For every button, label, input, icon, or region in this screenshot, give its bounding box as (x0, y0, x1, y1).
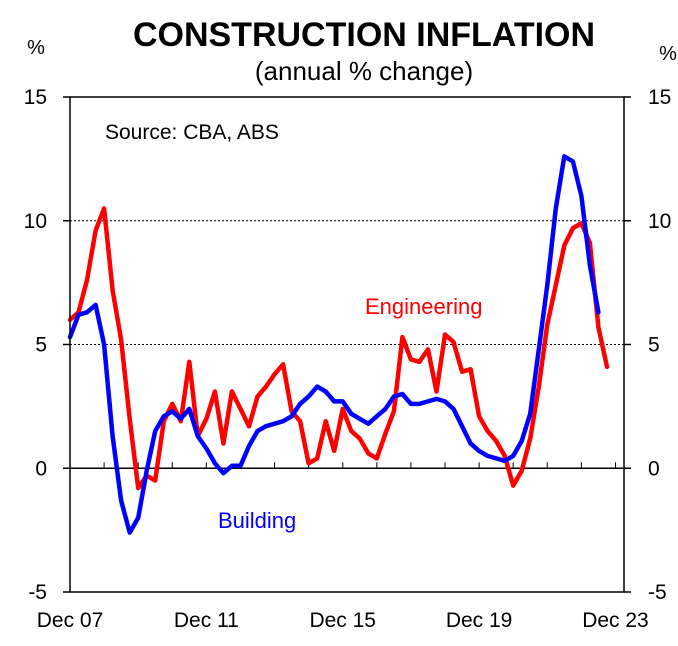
y-unit-right: % (659, 43, 677, 65)
y-tick-label-right: 10 (648, 210, 671, 233)
y-tick-label-left: 5 (35, 334, 47, 357)
y-tick-label-right: -5 (648, 581, 667, 604)
y-tick-label-left: -5 (28, 581, 47, 604)
y-tick-label-left: 15 (24, 86, 47, 109)
x-axis-labels: Dec 07 Dec 11 Dec 15 Dec 19 Dec 23 (37, 609, 649, 632)
x-tick-label: Dec 07 (37, 609, 104, 632)
series-line-building (67, 154, 601, 535)
chart-subtitle: (annual % change) (255, 56, 473, 86)
y-unit-left: % (27, 37, 45, 59)
series-label-engineering: Engineering (365, 294, 482, 319)
y-axis-right-labels: -5 0 5 10 15 (648, 86, 671, 604)
chart-title: CONSTRUCTION INFLATION (133, 16, 595, 54)
y-tick-label-right: 0 (648, 457, 660, 480)
series-label-building: Building (218, 508, 296, 533)
gridlines (70, 220, 624, 469)
y-tick-label-left: 0 (35, 457, 47, 480)
source-annotation: Source: CBA, ABS (105, 121, 279, 144)
x-tick-label: Dec 15 (309, 609, 376, 632)
x-tick-label: Dec 19 (446, 609, 513, 632)
y-tick-label-right: 15 (648, 86, 671, 109)
y-tick-label-right: 5 (648, 334, 660, 357)
x-tick-label: Dec 23 (582, 609, 649, 632)
y-tick-label-left: 10 (24, 210, 47, 233)
x-tick-label: Dec 11 (174, 609, 239, 632)
y-axis-left-labels: -5 0 5 10 15 (24, 86, 47, 604)
plot-frame (69, 96, 625, 593)
series-lines (67, 154, 610, 535)
series-line-engineering (67, 206, 610, 491)
